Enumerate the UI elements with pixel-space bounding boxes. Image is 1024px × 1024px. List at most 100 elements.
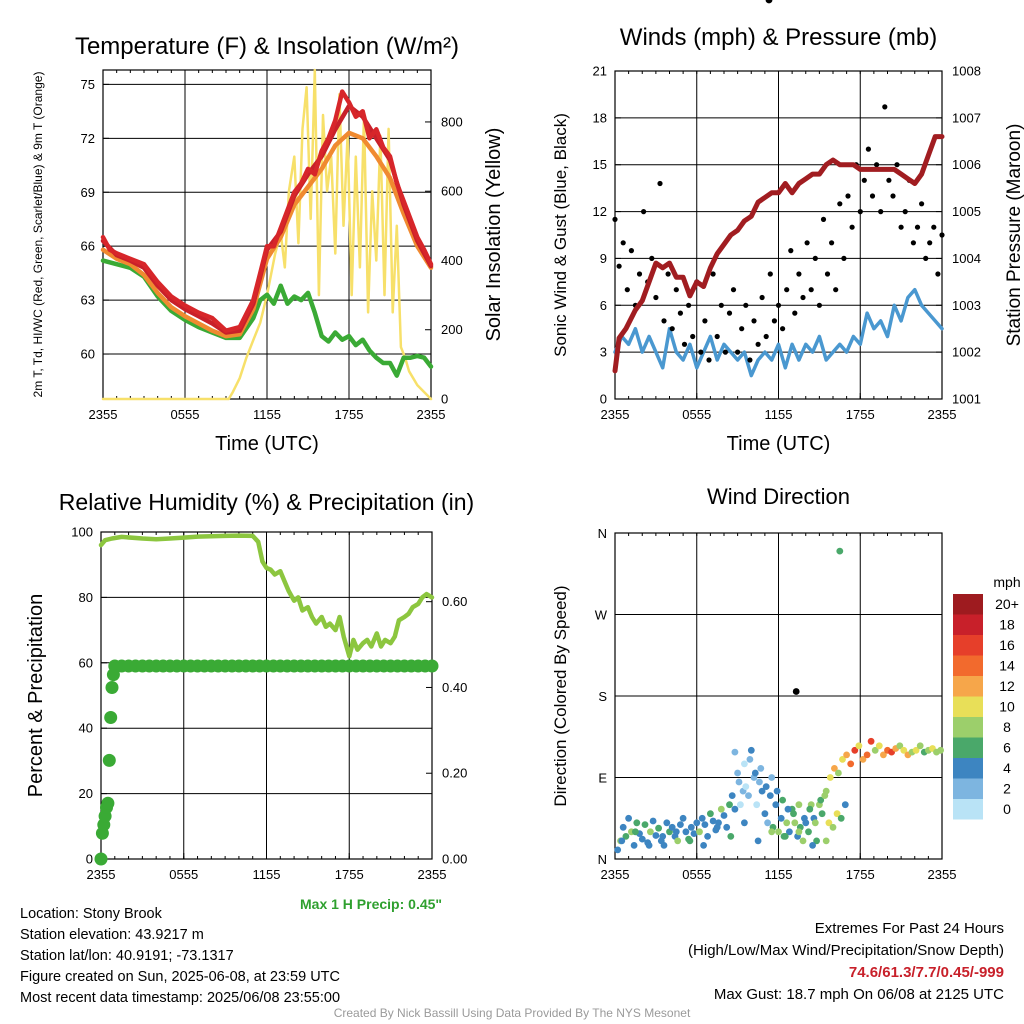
created-text: Figure created on Sun, 2025-06-08, at 23… bbox=[20, 969, 340, 985]
direction-point bbox=[841, 801, 849, 809]
x-tick-label: 0555 bbox=[171, 407, 200, 422]
gust-point bbox=[869, 193, 876, 199]
gust-point bbox=[677, 310, 684, 316]
direction-point bbox=[686, 837, 694, 845]
direction-point bbox=[847, 760, 855, 768]
direction-point bbox=[753, 801, 761, 809]
gust-point bbox=[714, 333, 720, 340]
legend-swatch bbox=[953, 778, 983, 799]
gust-point bbox=[923, 255, 929, 261]
direction-point bbox=[698, 814, 706, 822]
direction-point bbox=[784, 805, 792, 813]
series-line-solar bbox=[101, 68, 433, 401]
y-tick-label: 60 bbox=[79, 655, 93, 670]
y-tick-label: N bbox=[598, 852, 607, 867]
gust-point bbox=[735, 349, 741, 355]
legend-swatch bbox=[953, 594, 983, 615]
direction-point bbox=[871, 746, 879, 754]
direction-point bbox=[813, 837, 820, 845]
gust-point bbox=[824, 271, 831, 277]
y2-tick-label: 0.20 bbox=[442, 766, 467, 781]
y-tick-label: W bbox=[595, 608, 608, 623]
direction-point bbox=[663, 819, 671, 827]
gust-point bbox=[620, 240, 626, 246]
direction-point bbox=[772, 801, 780, 809]
legend-swatch bbox=[953, 696, 983, 717]
y2-tick-label: 1006 bbox=[952, 157, 981, 172]
gust-point bbox=[935, 271, 941, 277]
legend-label: 12 bbox=[999, 678, 1015, 694]
extremes-subtitle: (High/Low/Max Wind/Precipitation/Snow De… bbox=[688, 942, 1004, 959]
direction-point bbox=[757, 765, 765, 772]
gust-point bbox=[902, 209, 908, 215]
max-gust-text: Max Gust: 18.7 mph On 06/08 at 2125 UTC bbox=[713, 986, 1004, 1003]
legend-swatch bbox=[953, 717, 983, 738]
legend-label: 0 bbox=[1003, 801, 1011, 817]
y-tick-label: 15 bbox=[593, 157, 607, 172]
gust-point bbox=[653, 294, 659, 301]
legend-swatch bbox=[953, 799, 983, 820]
direction-point bbox=[649, 817, 657, 825]
y2-tick-label: 1003 bbox=[952, 298, 981, 313]
gust-point bbox=[808, 287, 814, 293]
y-tick-label: 3 bbox=[600, 345, 607, 360]
legend-swatch bbox=[953, 676, 983, 697]
y-tick-label: E bbox=[598, 771, 607, 786]
legend-label: 18 bbox=[999, 617, 1015, 633]
y2-tick-label: 1008 bbox=[952, 64, 981, 79]
gust-point bbox=[612, 216, 618, 222]
y2-tick-label: 0 bbox=[441, 392, 448, 407]
direction-point bbox=[728, 792, 736, 799]
gust-point bbox=[914, 224, 921, 230]
y2-tick-label: 0.00 bbox=[442, 852, 467, 867]
x-tick-label: 1155 bbox=[765, 407, 793, 422]
x-tick-label: 1155 bbox=[253, 407, 281, 422]
y2-tick-label: 1002 bbox=[952, 345, 981, 360]
gust-point bbox=[931, 224, 937, 230]
direction-point bbox=[766, 792, 774, 799]
x-axis-label: Time (UTC) bbox=[215, 433, 319, 455]
gust-point bbox=[624, 287, 630, 293]
precip-point bbox=[101, 796, 115, 810]
x-tick-label: 0555 bbox=[169, 867, 198, 882]
gust-point bbox=[861, 177, 867, 183]
gust-point bbox=[706, 357, 712, 363]
direction-point bbox=[741, 760, 748, 768]
direction-point bbox=[693, 819, 701, 827]
direction-point bbox=[618, 837, 626, 845]
extremes-title: Extremes For Past 24 Hours bbox=[814, 920, 1004, 937]
direction-point bbox=[701, 821, 709, 828]
gust-point bbox=[857, 209, 863, 215]
direction-point bbox=[696, 828, 703, 836]
direction-point bbox=[775, 828, 782, 836]
direction-point bbox=[773, 787, 781, 795]
direction-point bbox=[863, 751, 871, 759]
y-tick-label: 75 bbox=[81, 77, 95, 92]
direction-point bbox=[747, 746, 755, 754]
x-tick-label: 2355 bbox=[417, 407, 446, 422]
y-tick-label: S bbox=[598, 689, 607, 704]
y-tick-label: 72 bbox=[81, 131, 95, 146]
gust-point bbox=[657, 180, 663, 187]
gust-point bbox=[796, 271, 802, 277]
direction-point bbox=[779, 796, 786, 804]
direction-point bbox=[880, 751, 887, 759]
y-tick-label: 20 bbox=[79, 786, 93, 801]
direction-point bbox=[912, 746, 920, 754]
direction-point bbox=[825, 819, 833, 827]
gust-point bbox=[649, 255, 655, 261]
gust-point bbox=[771, 318, 778, 324]
direction-point bbox=[781, 833, 789, 840]
gust-point bbox=[628, 248, 635, 254]
gust-point bbox=[767, 271, 773, 277]
chart-title: Temperature (F) & Insolation (W/m²) bbox=[75, 33, 459, 60]
direction-point bbox=[641, 821, 649, 828]
direction-point bbox=[660, 842, 668, 849]
direction-point bbox=[745, 792, 752, 799]
direction-point bbox=[818, 810, 826, 818]
direction-point bbox=[737, 801, 744, 809]
gust-point bbox=[681, 341, 688, 347]
legend-swatch bbox=[953, 758, 983, 779]
gust-point bbox=[730, 287, 737, 293]
